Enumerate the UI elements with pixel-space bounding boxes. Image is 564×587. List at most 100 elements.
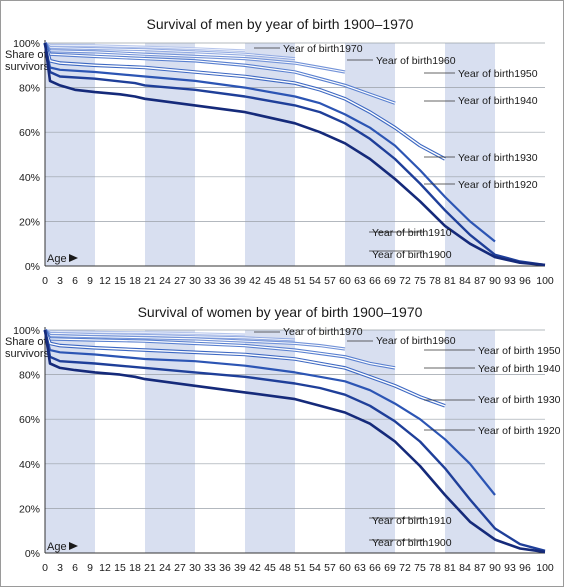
x-tick-label: 72 — [399, 275, 411, 287]
series-line — [43, 329, 546, 552]
series-line — [43, 42, 496, 243]
x-tick-label: 24 — [159, 275, 171, 287]
x-tick-label: 57 — [324, 562, 336, 574]
series-label: Year of birth1900 — [372, 249, 452, 261]
women-chart: Survival of women by year of birth 1900–… — [5, 304, 561, 574]
x-tick-label: 54 — [309, 275, 321, 287]
series-label: Year of birth 1940 — [478, 363, 561, 375]
x-tick-label: 15 — [114, 562, 126, 574]
decade-band — [245, 330, 295, 553]
series-label: Year of birth1960 — [376, 55, 456, 67]
x-tick-label: 84 — [459, 275, 471, 287]
x-tick-label: 66 — [369, 275, 381, 287]
x-tick-label: 51 — [294, 275, 306, 287]
y-axis-title-line2: survivors — [5, 348, 50, 360]
x-tick-label: 60 — [339, 275, 351, 287]
x-tick-label: 12 — [99, 562, 111, 574]
men-chart: Survival of men by year of birth 1900–19… — [5, 16, 554, 287]
y-tick-label: 60% — [19, 127, 40, 139]
x-tick-label: 9 — [87, 275, 93, 287]
y-axis-title: Share of — [5, 336, 48, 348]
men-chart-title: Survival of men by year of birth 1900–19… — [147, 16, 414, 32]
series-label: Year of birth1970 — [283, 326, 363, 338]
series-line — [44, 42, 346, 73]
y-tick-label: 40% — [19, 172, 40, 184]
y-tick-label: 100% — [13, 325, 40, 337]
x-tick-label: 69 — [384, 562, 396, 574]
x-tick-label: 42 — [249, 275, 261, 287]
x-tick-label: 9 — [87, 562, 93, 574]
x-tick-label: 21 — [144, 562, 156, 574]
x-tick-label: 66 — [369, 562, 381, 574]
x-axis-title: Age — [47, 253, 67, 265]
arrow-right-icon — [69, 254, 78, 262]
x-tick-label: 84 — [459, 562, 471, 574]
x-tick-label: 33 — [204, 275, 216, 287]
series-label: Year of birth1930 — [458, 152, 538, 164]
x-tick-label: 45 — [264, 275, 276, 287]
series-label: Year of birth1900 — [372, 537, 452, 549]
x-tick-label: 72 — [399, 562, 411, 574]
y-tick-label: 20% — [19, 503, 40, 515]
series-label: Year of birth1970 — [283, 43, 363, 55]
series-line — [44, 329, 346, 350]
series-line — [43, 42, 546, 267]
x-tick-label: 90 — [489, 275, 501, 287]
y-tick-label: 20% — [19, 216, 40, 228]
series-line — [43, 42, 546, 267]
x-axis-title: Age — [47, 541, 67, 553]
x-tick-label: 18 — [129, 275, 141, 287]
decade-band — [445, 43, 495, 266]
x-tick-label: 18 — [129, 562, 141, 574]
x-tick-label: 30 — [189, 275, 201, 287]
x-tick-label: 39 — [234, 562, 246, 574]
x-tick-label: 21 — [144, 275, 156, 287]
x-tick-label: 100 — [536, 562, 554, 574]
decade-band — [445, 330, 495, 553]
x-tick-label: 33 — [204, 562, 216, 574]
y-tick-label: 0% — [25, 261, 40, 273]
series-line — [44, 42, 446, 160]
x-tick-label: 3 — [57, 562, 63, 574]
series-line — [44, 42, 396, 104]
series-label: Year of birth 1930 — [478, 394, 561, 406]
x-tick-label: 78 — [429, 275, 441, 287]
x-tick-label: 30 — [189, 562, 201, 574]
x-tick-label: 81 — [444, 562, 456, 574]
series-line — [43, 329, 546, 554]
x-tick-label: 57 — [324, 275, 336, 287]
x-tick-label: 75 — [414, 562, 426, 574]
y-axis-title: Share of — [5, 49, 48, 61]
x-tick-label: 51 — [294, 562, 306, 574]
decade-band — [345, 43, 395, 266]
x-tick-label: 63 — [354, 275, 366, 287]
x-tick-label: 87 — [474, 275, 486, 287]
y-tick-label: 0% — [25, 548, 40, 560]
x-tick-label: 27 — [174, 562, 186, 574]
x-tick-label: 36 — [219, 275, 231, 287]
decade-band — [45, 330, 95, 553]
y-tick-label: 100% — [13, 38, 40, 50]
x-tick-label: 63 — [354, 562, 366, 574]
x-tick-label: 87 — [474, 562, 486, 574]
series-label: Year of birth1910 — [372, 227, 452, 239]
x-tick-label: 0 — [42, 275, 48, 287]
series-line — [44, 329, 396, 369]
x-tick-label: 54 — [309, 562, 321, 574]
x-tick-label: 39 — [234, 275, 246, 287]
x-tick-label: 48 — [279, 275, 291, 287]
series-line — [43, 329, 496, 496]
y-axis-title-line2: survivors — [5, 61, 50, 73]
series-label: Year of birth1960 — [376, 335, 456, 347]
x-tick-label: 60 — [339, 562, 351, 574]
y-tick-label: 80% — [19, 83, 40, 95]
series-label: Year of birth 1920 — [478, 425, 561, 437]
x-tick-label: 42 — [249, 562, 261, 574]
x-tick-label: 6 — [72, 275, 78, 287]
decade-band — [145, 330, 195, 553]
x-tick-label: 0 — [42, 562, 48, 574]
y-tick-label: 60% — [19, 414, 40, 426]
x-tick-label: 45 — [264, 562, 276, 574]
x-tick-label: 36 — [219, 562, 231, 574]
